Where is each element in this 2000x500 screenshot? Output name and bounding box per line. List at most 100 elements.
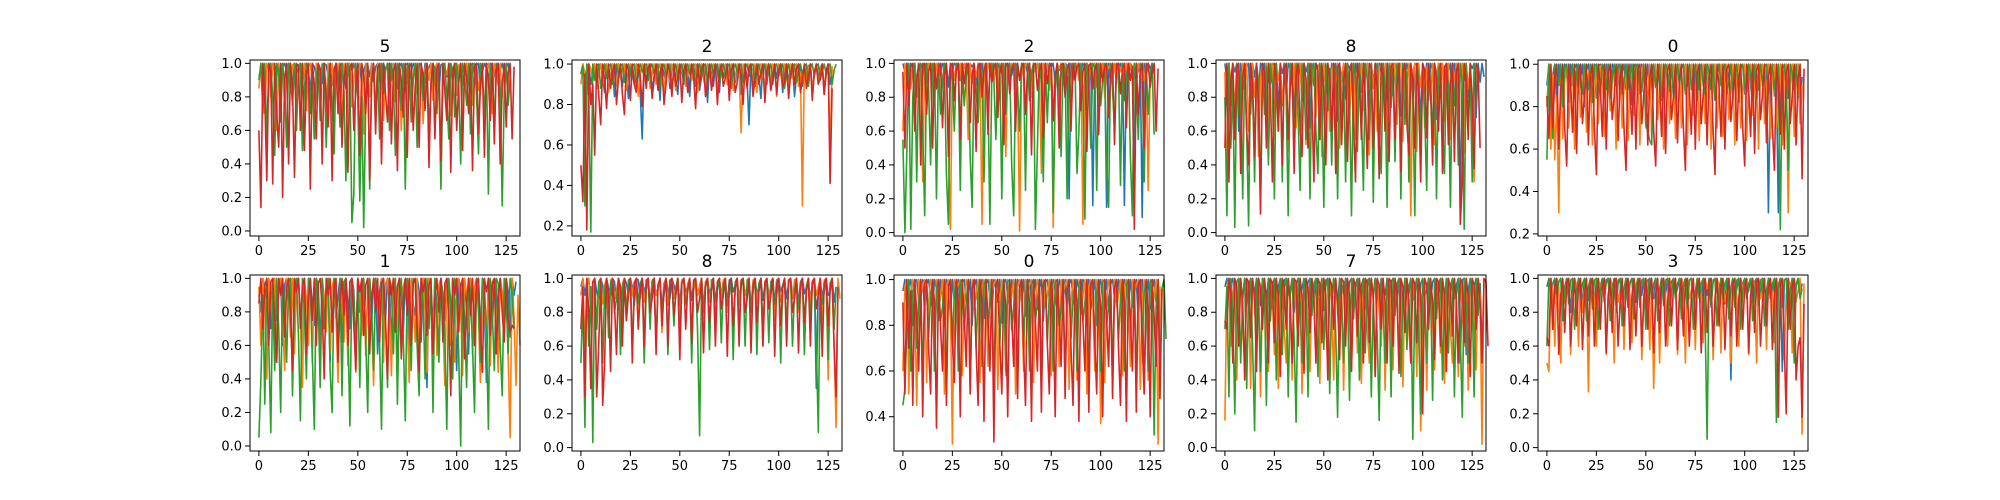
y-tick-label-0.6: 0.6	[543, 138, 564, 153]
y-tick-label-0.4: 0.4	[543, 179, 564, 194]
panel-2-frame	[571, 59, 843, 237]
x-tick-label-25: 25	[1588, 244, 1605, 259]
y-tick-label-1.0: 1.0	[1509, 272, 1530, 287]
x-tick-label-50: 50	[1638, 459, 1655, 474]
panel-5-series-4-line	[1546, 63, 1805, 180]
x-tick-label-100: 100	[1732, 459, 1757, 474]
y-tick-label-0.2: 0.2	[1187, 407, 1208, 422]
x-tick-label-25: 25	[1266, 459, 1283, 474]
x-tick-label-25: 25	[622, 459, 639, 474]
x-tick-label-125: 125	[816, 459, 841, 474]
y-tick-label-0.6: 0.6	[865, 125, 886, 140]
y-tick-label-0.0: 0.0	[543, 441, 564, 456]
panel-3-title: 2	[1024, 37, 1035, 57]
y-tick-label-1.0: 1.0	[1187, 272, 1208, 287]
y-tick-label-0.6: 0.6	[865, 365, 886, 380]
x-tick-label-125: 125	[1138, 459, 1163, 474]
x-tick-label-0: 0	[255, 244, 263, 259]
y-tick-label-0.8: 0.8	[221, 90, 242, 105]
panel-10-title: 3	[1668, 252, 1679, 272]
y-tick-label-0.4: 0.4	[865, 410, 886, 425]
y-tick-label-0.8: 0.8	[1509, 100, 1530, 115]
x-tick-label-25: 25	[300, 459, 317, 474]
y-tick-label-0.2: 0.2	[543, 219, 564, 234]
x-tick-label-125: 125	[816, 244, 841, 259]
x-tick-label-50: 50	[672, 244, 689, 259]
x-tick-label-100: 100	[1088, 459, 1113, 474]
y-tick-label-0.4: 0.4	[1187, 158, 1208, 173]
y-tick-label-0.2: 0.2	[1509, 227, 1530, 242]
panel-7-title: 8	[702, 252, 713, 272]
y-tick-label-0.0: 0.0	[865, 226, 886, 241]
x-tick-label-25: 25	[1588, 459, 1605, 474]
y-tick-label-0.8: 0.8	[1187, 306, 1208, 321]
panel-6-frame	[249, 274, 521, 452]
y-tick-label-0.8: 0.8	[865, 319, 886, 334]
y-tick-label-0.4: 0.4	[1509, 373, 1530, 388]
y-tick-label-1.0: 1.0	[221, 272, 242, 287]
y-tick-label-0.0: 0.0	[221, 224, 242, 239]
y-tick-label-1.0: 1.0	[865, 273, 886, 288]
x-tick-label-50: 50	[1638, 244, 1655, 259]
panel-6-title: 1	[380, 252, 391, 272]
panel-4-title: 8	[1346, 37, 1357, 57]
y-tick-label-1.0: 1.0	[543, 58, 564, 73]
y-tick-label-0.6: 0.6	[1187, 125, 1208, 140]
y-tick-label-0.6: 0.6	[1509, 340, 1530, 355]
x-tick-label-100: 100	[1410, 459, 1435, 474]
x-tick-label-125: 125	[1138, 244, 1163, 259]
y-tick-label-1.0: 1.0	[543, 272, 564, 287]
y-tick-label-0.8: 0.8	[1187, 91, 1208, 106]
y-tick-label-0.8: 0.8	[543, 306, 564, 321]
x-tick-label-0: 0	[1221, 459, 1229, 474]
x-tick-label-0: 0	[255, 459, 263, 474]
x-tick-label-100: 100	[1410, 244, 1435, 259]
y-tick-label-0.8: 0.8	[543, 98, 564, 113]
x-tick-label-75: 75	[1687, 244, 1704, 259]
x-tick-label-75: 75	[399, 459, 416, 474]
y-tick-label-0.2: 0.2	[1509, 407, 1530, 422]
y-tick-label-0.6: 0.6	[543, 340, 564, 355]
panel-3-series-4-line	[902, 62, 1159, 230]
panel-4-series-4-line	[1224, 62, 1481, 225]
x-tick-label-0: 0	[577, 244, 585, 259]
x-tick-label-100: 100	[1088, 244, 1113, 259]
x-tick-label-75: 75	[1365, 459, 1382, 474]
x-tick-label-75: 75	[1043, 244, 1060, 259]
panel-9-title: 7	[1346, 252, 1357, 272]
x-tick-label-0: 0	[577, 459, 585, 474]
x-tick-label-125: 125	[1782, 459, 1807, 474]
x-tick-label-125: 125	[494, 244, 519, 259]
y-tick-label-1.0: 1.0	[1509, 58, 1530, 73]
x-tick-label-50: 50	[350, 244, 367, 259]
panel-8-frame	[893, 274, 1165, 452]
y-tick-label-0.8: 0.8	[1509, 306, 1530, 321]
panel-1-title: 5	[380, 37, 391, 57]
x-tick-label-25: 25	[944, 244, 961, 259]
x-tick-label-75: 75	[721, 244, 738, 259]
x-tick-label-0: 0	[899, 459, 907, 474]
y-tick-label-1.0: 1.0	[221, 57, 242, 72]
y-tick-label-0.0: 0.0	[1509, 441, 1530, 456]
x-tick-label-0: 0	[1221, 244, 1229, 259]
x-tick-label-50: 50	[1316, 459, 1333, 474]
panel-2-series-4-line	[580, 63, 833, 231]
y-tick-label-0.4: 0.4	[865, 158, 886, 173]
panel-3-frame	[893, 59, 1165, 237]
x-tick-label-100: 100	[766, 244, 791, 259]
panel-9-frame	[1215, 274, 1487, 452]
panel-5-frame	[1537, 59, 1809, 237]
y-tick-label-0.4: 0.4	[543, 373, 564, 388]
y-tick-label-0.2: 0.2	[221, 406, 242, 421]
x-tick-label-25: 25	[944, 459, 961, 474]
x-tick-label-75: 75	[399, 244, 416, 259]
x-tick-label-100: 100	[444, 244, 469, 259]
x-tick-label-50: 50	[672, 459, 689, 474]
panel-2-title: 2	[702, 37, 713, 57]
x-tick-label-125: 125	[1782, 244, 1807, 259]
x-tick-label-100: 100	[1732, 244, 1757, 259]
y-tick-label-0.6: 0.6	[221, 339, 242, 354]
x-tick-label-125: 125	[494, 459, 519, 474]
y-tick-label-1.0: 1.0	[865, 57, 886, 72]
